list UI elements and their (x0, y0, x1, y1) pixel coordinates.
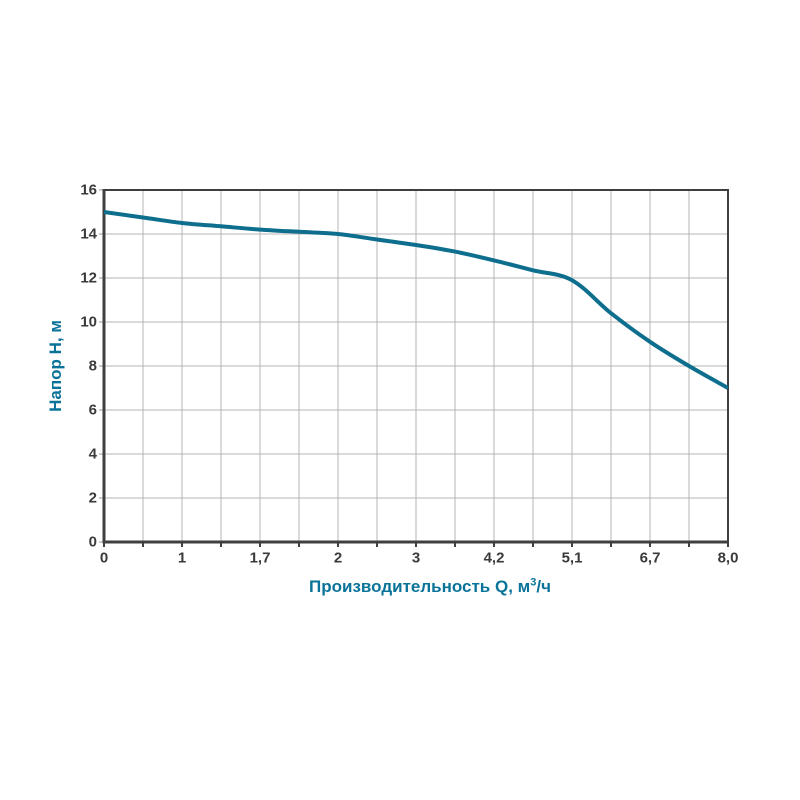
x-axis-title-post: /ч (536, 577, 551, 596)
y-tick-label: 6 (88, 401, 97, 419)
y-tick-label: 12 (80, 269, 97, 287)
y-tick-label: 0 (88, 533, 97, 551)
y-tick-label: 10 (80, 313, 97, 331)
x-axis-title-superscript: 3 (530, 576, 537, 589)
y-tick-label: 16 (80, 181, 97, 199)
x-tick-label: 1,7 (249, 549, 271, 567)
x-axis-title: Производительность Q, м3/ч (309, 577, 551, 597)
y-tick-label: 8 (88, 357, 97, 375)
x-axis-title-pre: Производительность Q, м (309, 577, 531, 596)
x-tick-label: 6,7 (639, 549, 661, 567)
y-tick-label: 2 (88, 489, 97, 507)
y-tick-label: 14 (80, 225, 97, 243)
x-tick-label: 3 (411, 549, 421, 567)
x-tick-label: 8,0 (717, 549, 739, 567)
x-tick-label: 1 (177, 549, 187, 567)
x-tick-label: 2 (333, 549, 343, 567)
x-tick-label: 5,1 (561, 549, 583, 567)
y-tick-label: 4 (88, 445, 97, 463)
pump-curve (103, 210, 729, 390)
x-tick-label: 0 (99, 549, 109, 567)
x-tick-label: 4,2 (483, 549, 505, 567)
